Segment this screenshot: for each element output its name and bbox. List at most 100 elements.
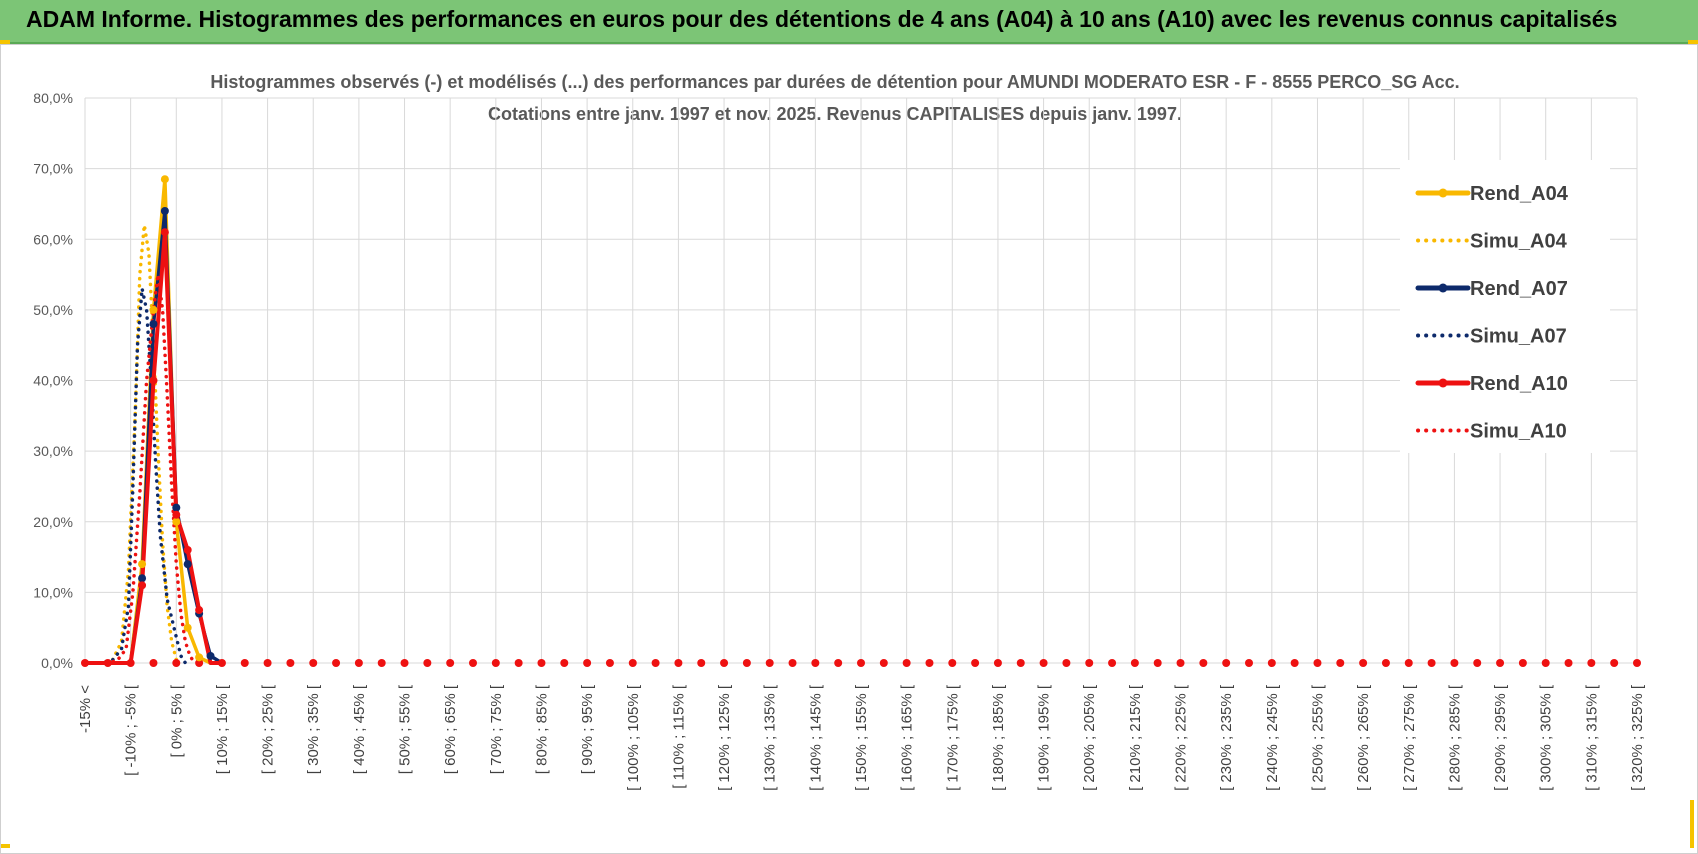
data-point-rend_a10 <box>172 510 181 519</box>
grid-layer <box>84 97 1638 664</box>
baseline-marker <box>1633 659 1641 667</box>
x-tick-label: [ 150% ; 155% [ <box>853 684 870 791</box>
x-tick-label: [ 20% ; 25% [ <box>260 684 277 774</box>
baseline-marker <box>514 659 523 667</box>
baseline-marker <box>103 659 112 667</box>
data-point-rend_a04 <box>149 305 158 314</box>
chart-title: Histogrammes observés (-) et modélisés (… <box>210 72 1459 92</box>
x-tick-label: [ 240% ; 245% [ <box>1264 684 1281 791</box>
baseline-marker <box>400 659 409 667</box>
legend-box <box>1400 160 1610 453</box>
baseline-marker <box>1222 659 1231 667</box>
baseline-marker <box>674 659 683 667</box>
data-point-rend_a04 <box>172 517 181 526</box>
baseline-marker <box>902 659 911 667</box>
baseline-marker <box>1108 659 1117 667</box>
y-tick-label: 50,0% <box>33 302 73 318</box>
baseline-marker <box>605 659 614 667</box>
baseline-marker <box>469 659 477 667</box>
baseline-marker <box>1290 659 1299 667</box>
baseline-marker <box>195 659 204 667</box>
legend-label: Simu_A04 <box>1470 231 1568 253</box>
x-tick-label: [ 40% ; 45% [ <box>351 684 368 774</box>
legend: Rend_A04 Simu_A04 Rend_A07 Simu_A07 Rend_A10… <box>1400 160 1610 453</box>
series-line-simu_a07 <box>83 286 188 665</box>
y-tick-label: 20,0% <box>33 514 73 530</box>
baseline-marker <box>309 659 318 667</box>
legend-label: Rend_A07 <box>1470 278 1568 300</box>
x-tick-label: [ 320% ; 325% [ <box>1629 684 1646 791</box>
baseline-marker <box>993 659 1002 667</box>
x-tick-label: [ 160% ; 165% [ <box>899 684 916 791</box>
x-tick-label: [ 250% ; 255% [ <box>1309 684 1326 791</box>
legend-marker <box>1438 378 1448 388</box>
baseline-marker <box>1267 659 1276 667</box>
baseline-marker <box>1176 659 1185 667</box>
x-tick-label: [ 300% ; 305% [ <box>1538 684 1555 791</box>
x-tick-label: [ 270% ; 275% [ <box>1401 684 1418 791</box>
baseline-marker <box>720 659 729 667</box>
legend-label: Rend_A04 <box>1470 183 1569 205</box>
x-tick-label: [ 110% ; 115% [ <box>670 684 687 789</box>
baseline-marker <box>1199 659 1208 667</box>
baseline-marker <box>1085 659 1094 667</box>
baseline-marker <box>423 659 432 667</box>
baseline-marker <box>286 659 295 667</box>
x-tick-label: -15% < <box>77 685 94 733</box>
baseline-marker <box>742 659 751 667</box>
baseline-marker <box>1564 659 1573 667</box>
baseline-marker <box>1153 659 1162 667</box>
data-point-rend_a04 <box>160 175 169 184</box>
x-tick-label: [ 130% ; 135% [ <box>762 684 779 791</box>
baseline-marker <box>491 659 500 667</box>
data-point-rend_a07 <box>172 503 181 512</box>
data-point-rend_a04 <box>195 653 204 662</box>
x-tick-label: [ 80% ; 85% [ <box>533 684 550 774</box>
data-point-rend_a07 <box>149 320 158 328</box>
series-line-simu_a10 <box>83 272 197 665</box>
legend-marker <box>1438 283 1448 293</box>
baseline-marker <box>765 659 774 667</box>
series-line-simu_a04 <box>83 223 183 665</box>
x-tick-label: [ 120% ; 125% [ <box>716 684 733 791</box>
y-tick-label: 0,0% <box>41 655 73 671</box>
data-point-rend_a10 <box>149 376 158 385</box>
axis-layer: 0,0% 10,0% 20,0% 30,0% 40,0% 50,0% 60,0% 70,0% 8… <box>33 90 1646 791</box>
x-tick-label: [ 70% ; 75% [ <box>488 684 505 774</box>
baseline-marker <box>1381 659 1390 667</box>
baseline-marker <box>1039 659 1048 667</box>
baseline-marker <box>1473 659 1482 667</box>
x-tick-label: [ 10% ; 15% [ <box>214 684 231 774</box>
corner-accent <box>1690 800 1694 848</box>
x-tick-label: [ 0% ; 5% [ <box>168 684 185 757</box>
x-tick-label: [ 190% ; 195% [ <box>1036 684 1053 791</box>
x-tick-label: [ 140% ; 145% [ <box>807 684 824 791</box>
baseline-marker <box>1062 659 1071 667</box>
baseline-marker <box>332 659 341 667</box>
baseline-marker <box>628 659 637 667</box>
x-tick-label: [ 230% ; 235% [ <box>1218 684 1235 791</box>
baseline-marker <box>1245 659 1253 667</box>
baseline-marker <box>1404 659 1413 667</box>
y-tick-label: 40,0% <box>33 373 73 389</box>
y-tick-label: 10,0% <box>33 584 73 600</box>
baseline-marker <box>857 659 865 667</box>
x-tick-label: [ 100% ; 105% [ <box>625 684 642 791</box>
baseline-marker <box>149 659 158 667</box>
chart-subtitle: Cotations entre janv. 1997 et nov. 2025.… <box>488 104 1182 124</box>
x-tick-label: [ 180% ; 185% [ <box>990 684 1007 791</box>
baseline-marker <box>446 659 455 667</box>
legend-label: Rend_A10 <box>1470 373 1568 395</box>
baseline-marker <box>948 659 957 667</box>
baseline-marker <box>1496 659 1505 667</box>
baseline-marker <box>354 659 363 667</box>
data-point-rend_a07 <box>138 574 147 583</box>
data-point-rend_a04 <box>138 560 147 569</box>
baseline-marker <box>217 659 226 667</box>
x-tick-label: [ 170% ; 175% [ <box>944 684 961 791</box>
corner-accent <box>0 844 10 848</box>
corner-accent <box>0 40 10 44</box>
x-tick-label: [ -10% ; -5% [ <box>123 684 140 776</box>
baseline-marker <box>1336 659 1345 667</box>
